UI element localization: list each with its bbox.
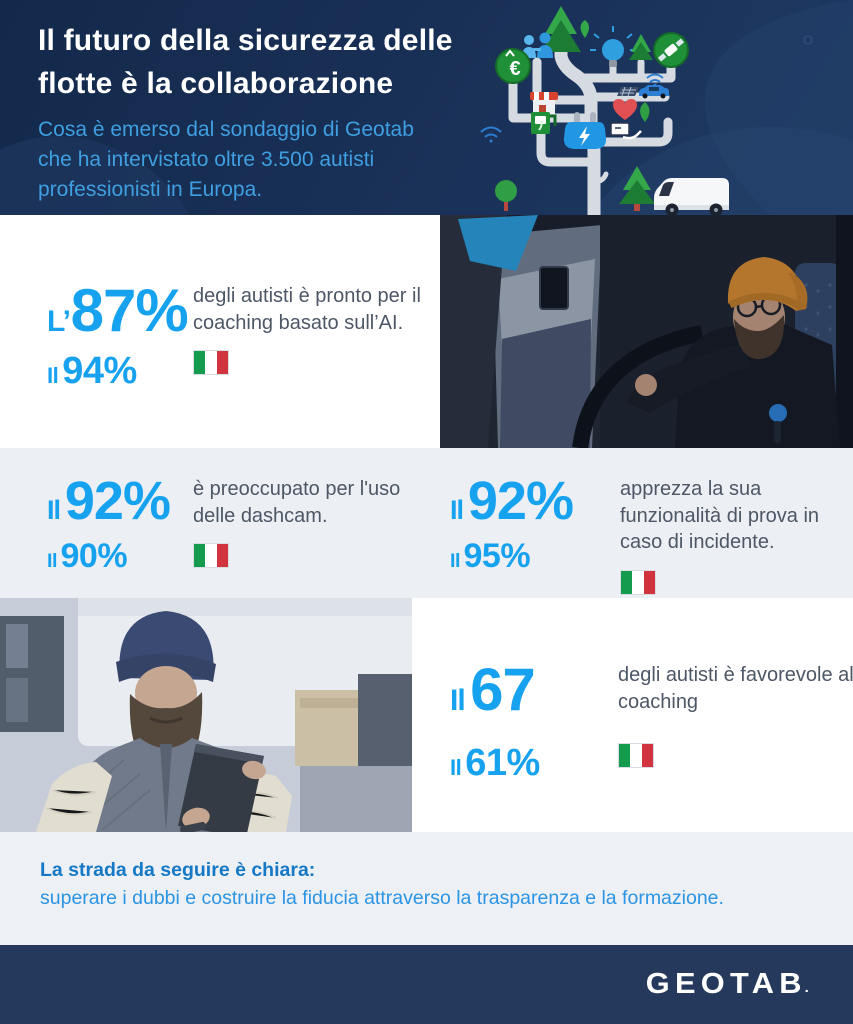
stat-value-small: 90% [60, 537, 128, 575]
stat-block: Il67 Il 61% degli autisti è favorevole al… [450, 660, 853, 784]
geotab-logo: GEOTAB. [645, 968, 809, 1000]
stat-prefix: Il [450, 495, 464, 525]
stat-value-big: 67 [470, 656, 536, 723]
hand-card-icon [610, 122, 642, 140]
italy-flag-icon [620, 569, 656, 595]
driver-tablet-photo [0, 598, 412, 832]
stat-value-big: 92% [467, 471, 574, 531]
italy-flag-icon [193, 350, 229, 376]
page-subtitle: Cosa è emerso dal sondaggio di Geotab ch… [38, 118, 414, 201]
footer: GEOTAB. [0, 945, 853, 1024]
stat-block: L’87% Il 94% degli autisti è pronto per i… [47, 281, 445, 392]
leaf-icon [640, 102, 650, 122]
stat-numbers: Il92% Il 90% [47, 474, 193, 573]
italy-flag-icon [618, 743, 654, 769]
stat-description: degli autisti è favorevole al coaching [618, 664, 853, 713]
stat-section-coaching: Il67 Il 61% degli autisti è favorevole al… [0, 598, 853, 832]
pine-tree-icon [619, 166, 655, 211]
stat-prefix: Il [47, 550, 57, 572]
handshake-people-icon [522, 32, 553, 58]
stat-value-big: 92% [64, 471, 171, 531]
hero-header: Il futuro della sicurezza delle flotte è… [0, 0, 853, 215]
stat-section-dashcam: Il92% Il 90% è preoccupato per l'uso dell… [0, 448, 853, 598]
euro-growth-icon: € [495, 48, 531, 84]
ev-plug-icon [563, 112, 607, 149]
conclusion-band: La strada da seguire è chiara: superare … [0, 832, 853, 945]
stat-prefix: Il [450, 755, 462, 780]
stat-prefix: Il [47, 363, 59, 388]
stat-description: è preoccupato per l'uso delle dashcam. [193, 478, 401, 527]
satellite-icon [653, 32, 689, 68]
delivery-van-icon [654, 178, 729, 215]
pine-tree-icon [541, 6, 581, 52]
registered-mark: . [804, 979, 809, 996]
stat-value-small: 95% [463, 537, 531, 575]
stat-description: apprezza la sua funzionalità di prova in… [620, 478, 820, 554]
conclusion-bold-line: La strada da seguire è chiara: [40, 859, 316, 881]
connected-car-icon [639, 73, 669, 99]
leaf-icon [580, 20, 589, 38]
stat-block: Il92% Il 90% è preoccupato per l'uso dell… [47, 474, 423, 573]
small-pine-icon [629, 34, 653, 60]
lightbulb-icon [590, 26, 636, 67]
wifi-icon [480, 126, 502, 143]
stat-block: Il92% Il 95% apprezza la sua funzionalità… [450, 474, 852, 599]
stat-prefix: Il [47, 495, 61, 525]
storefront-icon [530, 92, 558, 114]
tree-branches [508, 39, 676, 215]
stat-numbers: L’87% Il 94% [47, 281, 193, 392]
italy-flag-icon [193, 543, 229, 569]
stat-numbers: Il92% Il 95% [450, 474, 620, 573]
stat-value-big: 87% [70, 277, 189, 344]
stat-prefix: Il [450, 550, 460, 572]
truck-driver-photo [440, 215, 853, 448]
heart-icon [613, 99, 637, 120]
stat-prefix: Il [450, 684, 466, 717]
stat-section-ai-coaching: L’87% Il 94% degli autisti è pronto per i… [0, 215, 853, 448]
stat-value-small: 61% [465, 742, 540, 784]
solar-panel-icon [617, 86, 639, 97]
conclusion-text-line: superare i dubbi e costruire la fiducia … [40, 887, 724, 910]
round-tree-icon [495, 180, 517, 211]
stat-numbers: Il67 Il 61% [450, 660, 618, 784]
svg-text:€: € [509, 58, 520, 80]
stat-description: degli autisti è pronto per il coaching b… [193, 285, 421, 334]
fuel-pump-icon [531, 112, 557, 134]
stat-value-small: 94% [62, 350, 137, 392]
fleet-tree-illustration: € [473, 0, 853, 215]
page-title: Il futuro della sicurezza delle flotte è… [38, 24, 453, 100]
stat-prefix: L’ [47, 305, 71, 338]
